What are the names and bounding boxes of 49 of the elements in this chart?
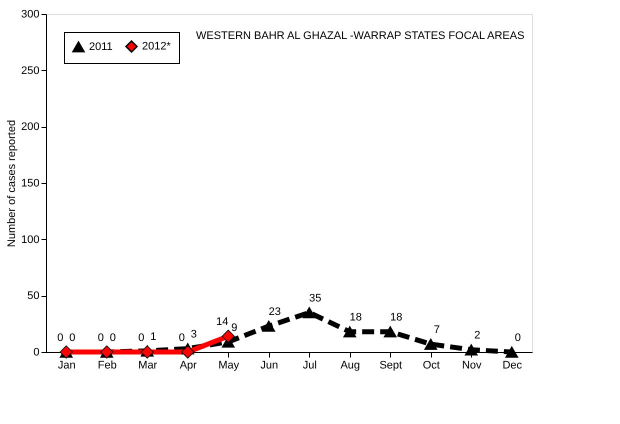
point xyxy=(222,330,235,343)
data-label: 1 xyxy=(150,330,156,343)
point xyxy=(262,320,276,332)
y-tick-label: 300 xyxy=(21,8,40,20)
data-label: 0 xyxy=(178,332,185,344)
x-tick-label: Aug xyxy=(340,360,360,372)
data-label: 3 xyxy=(190,328,197,341)
y-tick-label: 50 xyxy=(27,290,40,302)
x-tick-label: Jun xyxy=(260,360,278,372)
x-tick-label: Nov xyxy=(462,360,482,372)
x-tick-label: Sept xyxy=(379,360,402,372)
data-label: 14 xyxy=(216,316,228,328)
x-tick-label: May xyxy=(218,360,240,372)
x-tick-label: Feb xyxy=(98,360,117,372)
y-tick-label: 0 xyxy=(33,346,40,358)
data-label: 18 xyxy=(350,312,362,324)
data-label: 0 xyxy=(98,332,104,344)
y-tick-label: 150 xyxy=(21,178,40,190)
data-label: 2 xyxy=(474,330,480,342)
data-label: 0 xyxy=(110,332,116,344)
data-label: 0 xyxy=(138,332,144,344)
data-label: 7 xyxy=(434,324,440,336)
point xyxy=(464,344,478,356)
x-tick-label: Oct xyxy=(422,360,440,372)
data-label: 35 xyxy=(309,292,322,305)
y-axis-title: Number of cases reported xyxy=(6,120,18,248)
legend-label: 2011 xyxy=(89,40,113,53)
text: WESTERN BAHR AL GHAZAL -WARRAP STATES FOCAL AREAS xyxy=(196,30,524,42)
x-tick-label: Jul xyxy=(302,360,317,372)
y-tick-label: 250 xyxy=(21,64,40,77)
data-label: 0 xyxy=(57,332,64,344)
data-label: 0 xyxy=(69,332,76,344)
x-tick-label: Mar xyxy=(138,360,158,372)
x-tick-label: Apr xyxy=(180,360,198,372)
x-tick-label: Jan xyxy=(58,360,76,372)
point xyxy=(384,326,397,338)
data-label: 23 xyxy=(268,306,281,318)
data-label: 9 xyxy=(231,322,238,334)
point xyxy=(343,326,356,338)
point xyxy=(181,345,194,359)
data-label: 0 xyxy=(514,332,521,344)
point xyxy=(302,306,316,318)
point xyxy=(505,346,518,358)
x-tick-label: Dec xyxy=(502,360,523,372)
data-label: 18 xyxy=(390,312,402,324)
legend-label: 2012* xyxy=(142,40,172,53)
y-tick-label: 100 xyxy=(21,234,40,246)
y-tick-label: 200 xyxy=(21,121,40,134)
point xyxy=(424,338,438,350)
